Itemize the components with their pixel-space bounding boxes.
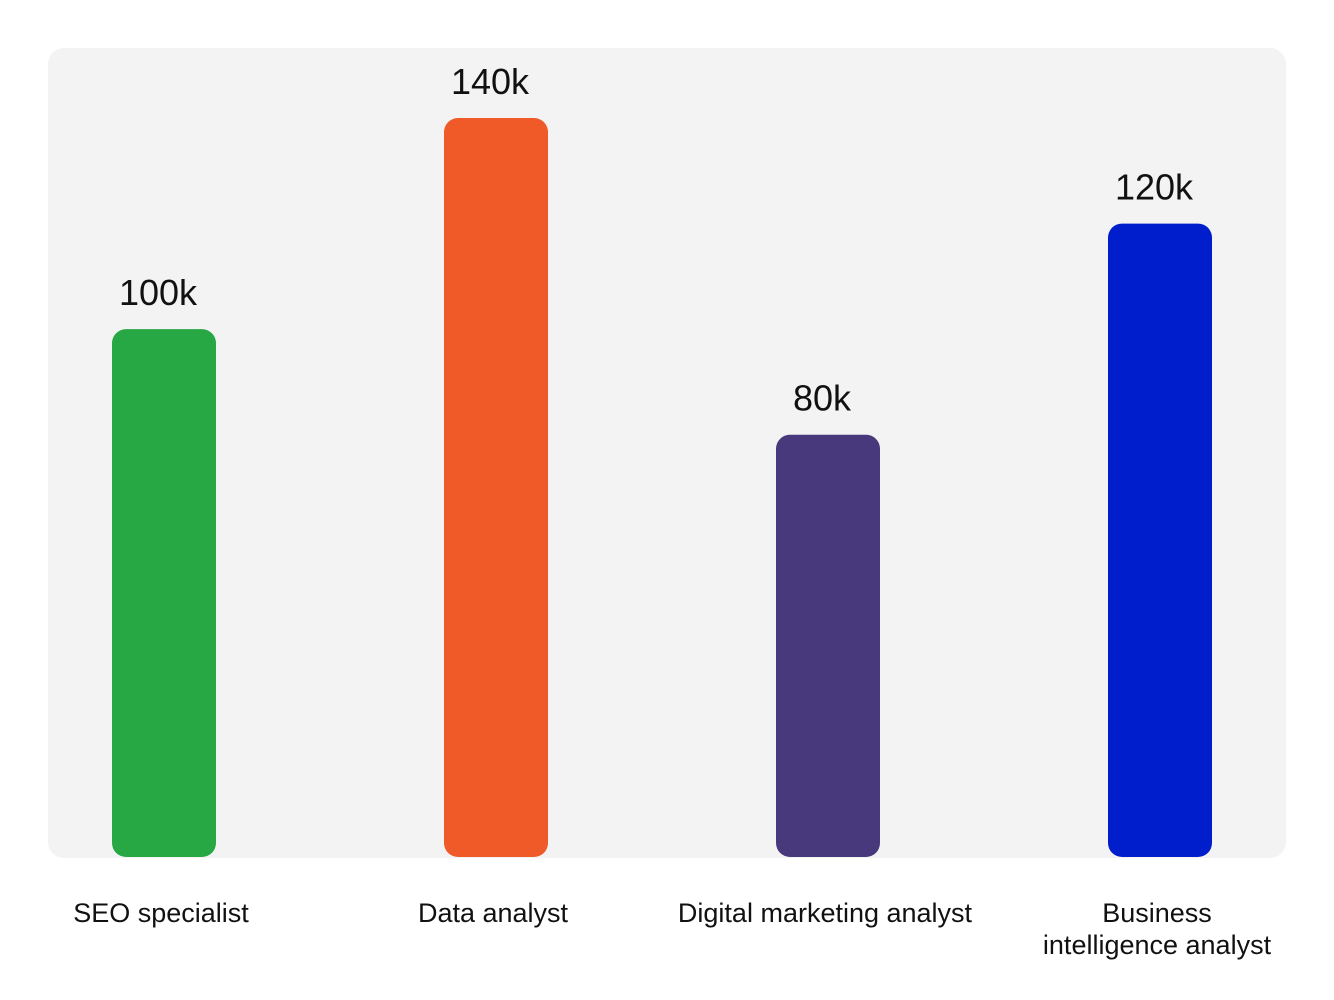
category-label-4: Business intelligence analyst: [1043, 898, 1272, 960]
category-labels-group: SEO specialist Data analyst Digital market…: [73, 898, 1271, 960]
bar-4: [1108, 223, 1212, 858]
bar-1: [112, 329, 216, 858]
bars-group: [112, 118, 1212, 858]
bar-2: [444, 118, 548, 857]
bar-3: [776, 434, 880, 857]
category-label-line: Digital marketing analyst: [678, 898, 973, 928]
category-label-line: intelligence analyst: [1043, 930, 1272, 960]
value-labels-group: 100k 140k 80k 120k: [119, 61, 1194, 419]
value-label-2: 140k: [451, 61, 530, 102]
value-label-3: 80k: [793, 378, 852, 419]
value-label-1: 100k: [119, 272, 198, 313]
category-label-line: SEO specialist: [73, 898, 249, 928]
plot-background: [48, 48, 1286, 858]
category-label-2: Data analyst: [418, 898, 569, 928]
value-label-4: 120k: [1115, 167, 1194, 208]
category-label-line: Business: [1102, 898, 1212, 928]
category-label-1: SEO specialist: [73, 898, 249, 928]
category-label-line: Data analyst: [418, 898, 569, 928]
category-label-3: Digital marketing analyst: [678, 898, 973, 928]
